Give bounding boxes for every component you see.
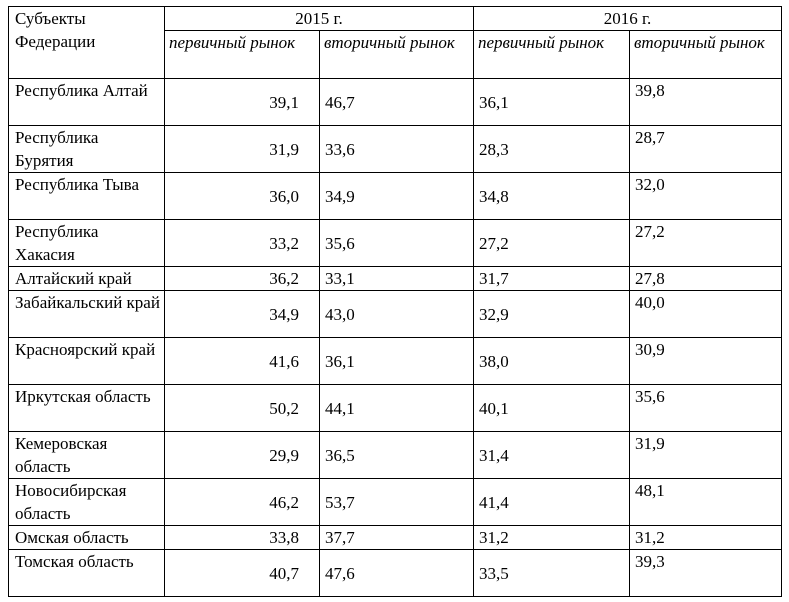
cell-secondary-2016: 30,9 bbox=[629, 337, 782, 385]
cell-region: Республика Алтай bbox=[8, 78, 165, 126]
cell-secondary-2016: 27,8 bbox=[629, 266, 782, 291]
cell-secondary-2016: 40,0 bbox=[629, 290, 782, 338]
cell-secondary-2016: 27,2 bbox=[629, 219, 782, 267]
cell-primary-2016: 32,9 bbox=[473, 290, 630, 338]
cell-secondary-2016: 48,1 bbox=[629, 478, 782, 526]
cell-primary-2016: 34,8 bbox=[473, 172, 630, 220]
cell-primary-2016: 38,0 bbox=[473, 337, 630, 385]
cell-secondary-2016: 31,9 bbox=[629, 431, 782, 479]
cell-region: Томская область bbox=[8, 549, 165, 597]
cell-secondary-2015: 33,1 bbox=[319, 266, 474, 291]
cell-secondary-2016: 39,3 bbox=[629, 549, 782, 597]
cell-secondary-2015: 44,1 bbox=[319, 384, 474, 432]
cell-secondary-2015: 37,7 bbox=[319, 525, 474, 550]
header-primary-2015: первичный рынок bbox=[164, 30, 320, 79]
header-secondary-2016: вторичный рынок bbox=[629, 30, 782, 79]
cell-secondary-2015: 33,6 bbox=[319, 125, 474, 173]
cell-secondary-2015: 47,6 bbox=[319, 549, 474, 597]
cell-secondary-2016: 31,2 bbox=[629, 525, 782, 550]
cell-primary-2015: 36,0 bbox=[164, 172, 320, 220]
cell-primary-2016: 31,7 bbox=[473, 266, 630, 291]
table-row: Республика Алтай 39,1 46,7 36,1 39,8 bbox=[8, 78, 782, 126]
cell-primary-2015: 50,2 bbox=[164, 384, 320, 432]
table-row: Алтайский край 36,2 33,1 31,7 27,8 bbox=[8, 266, 782, 291]
cell-region: Забайкальский край bbox=[8, 290, 165, 338]
cell-primary-2015: 29,9 bbox=[164, 431, 320, 479]
cell-primary-2016: 40,1 bbox=[473, 384, 630, 432]
cell-primary-2016: 31,2 bbox=[473, 525, 630, 550]
cell-primary-2015: 40,7 bbox=[164, 549, 320, 597]
cell-primary-2015: 46,2 bbox=[164, 478, 320, 526]
cell-primary-2015: 34,9 bbox=[164, 290, 320, 338]
cell-primary-2015: 33,2 bbox=[164, 219, 320, 267]
cell-primary-2015: 31,9 bbox=[164, 125, 320, 173]
table-row: Забайкальский край 34,9 43,0 32,9 40,0 bbox=[8, 290, 782, 338]
cell-primary-2016: 41,4 bbox=[473, 478, 630, 526]
cell-primary-2015: 36,2 bbox=[164, 266, 320, 291]
header-row-years: Субъекты Федерации 2015 г. 2016 г. bbox=[8, 6, 782, 79]
cell-secondary-2015: 53,7 bbox=[319, 478, 474, 526]
cell-region: Новосибирская область bbox=[8, 478, 165, 526]
cell-primary-2016: 36,1 bbox=[473, 78, 630, 126]
cell-region: Красноярский край bbox=[8, 337, 165, 385]
cell-secondary-2015: 46,7 bbox=[319, 78, 474, 126]
cell-region: Республика Бурятия bbox=[8, 125, 165, 173]
cell-secondary-2016: 32,0 bbox=[629, 172, 782, 220]
data-table: Субъекты Федерации 2015 г. 2016 г. перви… bbox=[8, 6, 782, 597]
header-primary-2016: первичный рынок bbox=[473, 30, 630, 79]
cell-primary-2016: 28,3 bbox=[473, 125, 630, 173]
table-row: Республика Бурятия 31,9 33,6 28,3 28,7 bbox=[8, 125, 782, 173]
table-row: Томская область 40,7 47,6 33,5 39,3 bbox=[8, 549, 782, 597]
cell-region: Республика Тыва bbox=[8, 172, 165, 220]
table-row: Кемеровская область 29,9 36,5 31,4 31,9 bbox=[8, 431, 782, 479]
cell-region: Кемеровская область bbox=[8, 431, 165, 479]
cell-region: Иркутская область bbox=[8, 384, 165, 432]
cell-region: Омская область bbox=[8, 525, 165, 550]
cell-region: Алтайский край bbox=[8, 266, 165, 291]
cell-region: Республика Хакасия bbox=[8, 219, 165, 267]
cell-secondary-2015: 36,5 bbox=[319, 431, 474, 479]
header-secondary-2015: вторичный рынок bbox=[319, 30, 474, 79]
cell-primary-2016: 31,4 bbox=[473, 431, 630, 479]
cell-secondary-2016: 39,8 bbox=[629, 78, 782, 126]
cell-secondary-2016: 28,7 bbox=[629, 125, 782, 173]
table-row: Новосибирская область 46,2 53,7 41,4 48,1 bbox=[8, 478, 782, 526]
table-row: Республика Хакасия 33,2 35,6 27,2 27,2 bbox=[8, 219, 782, 267]
header-year-2015: 2015 г. bbox=[164, 6, 474, 31]
cell-secondary-2015: 35,6 bbox=[319, 219, 474, 267]
cell-secondary-2016: 35,6 bbox=[629, 384, 782, 432]
cell-primary-2015: 39,1 bbox=[164, 78, 320, 126]
cell-primary-2016: 33,5 bbox=[473, 549, 630, 597]
header-region: Субъекты Федерации bbox=[8, 6, 165, 79]
table-row: Иркутская область 50,2 44,1 40,1 35,6 bbox=[8, 384, 782, 432]
table-row: Красноярский край 41,6 36,1 38,0 30,9 bbox=[8, 337, 782, 385]
cell-secondary-2015: 43,0 bbox=[319, 290, 474, 338]
cell-primary-2015: 41,6 bbox=[164, 337, 320, 385]
cell-secondary-2015: 34,9 bbox=[319, 172, 474, 220]
header-row-markets: первичный рынок вторичный рынок первичны… bbox=[9, 30, 782, 79]
table-row: Республика Тыва 36,0 34,9 34,8 32,0 bbox=[8, 172, 782, 220]
cell-primary-2015: 33,8 bbox=[164, 525, 320, 550]
header-year-2016: 2016 г. bbox=[473, 6, 782, 31]
table-row: Омская область 33,8 37,7 31,2 31,2 bbox=[8, 525, 782, 550]
cell-primary-2016: 27,2 bbox=[473, 219, 630, 267]
cell-secondary-2015: 36,1 bbox=[319, 337, 474, 385]
